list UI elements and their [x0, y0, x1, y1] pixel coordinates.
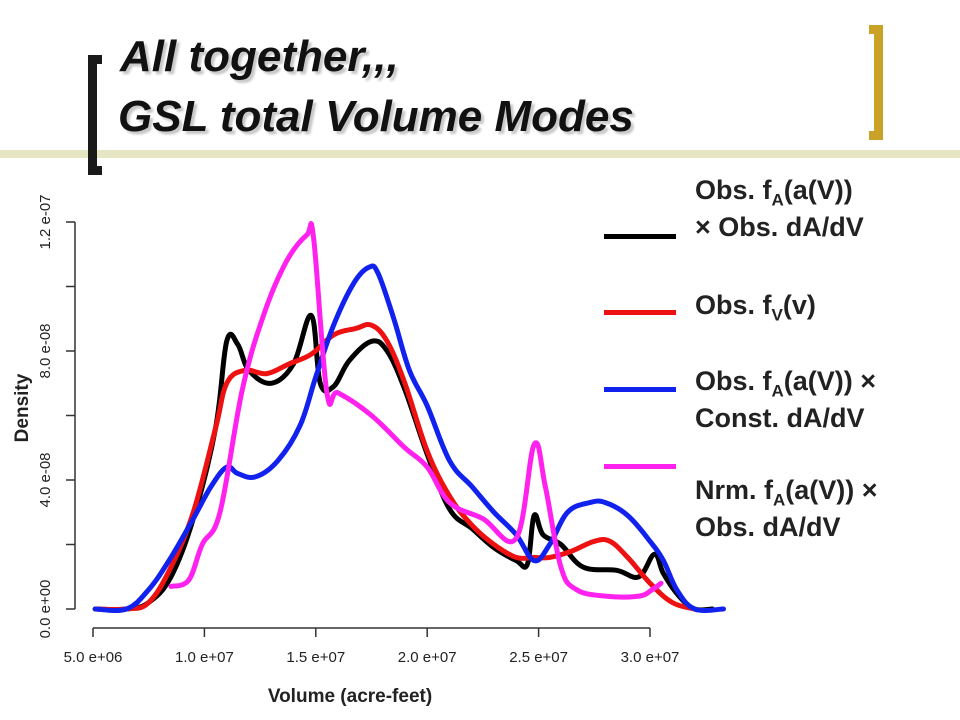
y-tick-label: 8.0 e-08: [37, 323, 54, 378]
legend-3-sub: A: [771, 381, 784, 401]
x-tick-label: 1.5 e+07: [286, 649, 345, 666]
right-bracket-decoration: [869, 25, 883, 140]
legend-label-1: Obs. fA(a(V)) × Obs. dA/dV: [695, 174, 864, 243]
x-axis-label: Volume (acre-feet): [268, 686, 432, 707]
legend-2-sub: V: [771, 305, 783, 325]
legend-4-line2: Obs. dA/dV: [695, 511, 841, 542]
legend-3-pre: Obs. f: [695, 366, 772, 396]
legend-label-3: Obs. fA(a(V)) × Const. dA/dV: [695, 365, 876, 434]
legend-line-black: [604, 234, 676, 239]
legend-label-4: Nrm. fA(a(V)) × Obs. dA/dV: [695, 474, 878, 543]
legend-line-red: [604, 310, 676, 315]
legend-4-pre: Nrm. f: [695, 475, 774, 505]
y-tick-label: 4.0 e-08: [37, 452, 54, 507]
legend-4-sub: A: [773, 490, 786, 510]
series-obs-fa-const-dadv: [92, 263, 726, 614]
legend-1-post: (a(V)): [783, 175, 853, 205]
y-tick-label: 1.2 e-07: [37, 194, 54, 249]
legend-1-sub: A: [771, 190, 784, 210]
title-line-1: All together,,,: [120, 32, 399, 81]
title-line-2: GSL total Volume Modes: [118, 92, 634, 141]
legend-line-magenta: [604, 464, 676, 469]
legend-label-2: Obs. fV(v): [695, 289, 816, 326]
x-tick-label: 2.0 e+07: [398, 649, 457, 666]
x-tick-label: 1.0 e+07: [175, 649, 234, 666]
legend-1-line2: × Obs. dA/dV: [695, 211, 864, 242]
legend-line-blue: [604, 387, 676, 392]
title-underline-bar: [0, 150, 960, 158]
x-tick-label: 5.0 e+06: [64, 649, 123, 666]
legend-2-post: (v): [782, 290, 816, 320]
x-tick-label: 3.0 e+07: [621, 649, 680, 666]
legend-3-line2: Const. dA/dV: [695, 402, 865, 433]
legend-4-post: (a(V)) ×: [785, 475, 878, 505]
legend-3-post: (a(V)) ×: [783, 366, 877, 396]
x-tick-label: 2.5 e+07: [509, 649, 568, 666]
y-axis-label: Density: [12, 373, 33, 442]
left-bracket-decoration: [88, 55, 102, 175]
y-tick-label: 0.0 e+00: [37, 580, 54, 639]
legend-1-pre: Obs. f: [695, 175, 772, 205]
legend-2-pre: Obs. f: [695, 290, 772, 320]
slide-title: All together,,, GSL total Volume Modes: [0, 0, 960, 160]
series-obs-fv: [92, 321, 698, 613]
series-nrm-fa-obs-dadv: [168, 221, 664, 600]
